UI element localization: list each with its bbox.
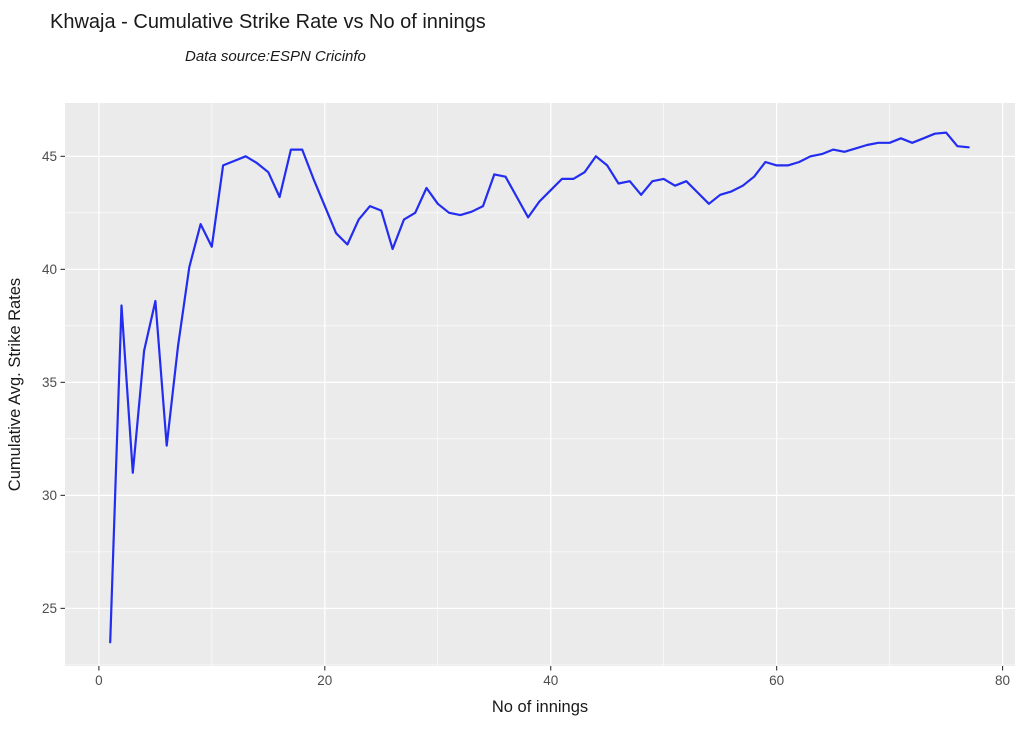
y-tick-label: 25 [42, 601, 57, 616]
plot-panel [65, 103, 1015, 666]
x-tick-label: 0 [95, 673, 103, 688]
y-tick-label: 40 [42, 262, 57, 277]
y-tick-label: 45 [42, 149, 57, 164]
x-tick-label: 40 [543, 673, 558, 688]
x-tick-label: 20 [317, 673, 332, 688]
data-line [109, 131, 970, 644]
y-tick-label: 35 [42, 375, 57, 390]
x-tick-label: 80 [995, 673, 1010, 688]
x-tick-label: 60 [769, 673, 784, 688]
chart-subtitle: Data source:ESPN Cricinfo [185, 48, 366, 65]
chart-title: Khwaja - Cumulative Strike Rate vs No of… [50, 11, 486, 33]
y-axis-label: Cumulative Avg. Strike Rates [6, 278, 24, 491]
y-tick-label: 30 [42, 488, 57, 503]
x-axis-label: No of innings [492, 698, 588, 716]
